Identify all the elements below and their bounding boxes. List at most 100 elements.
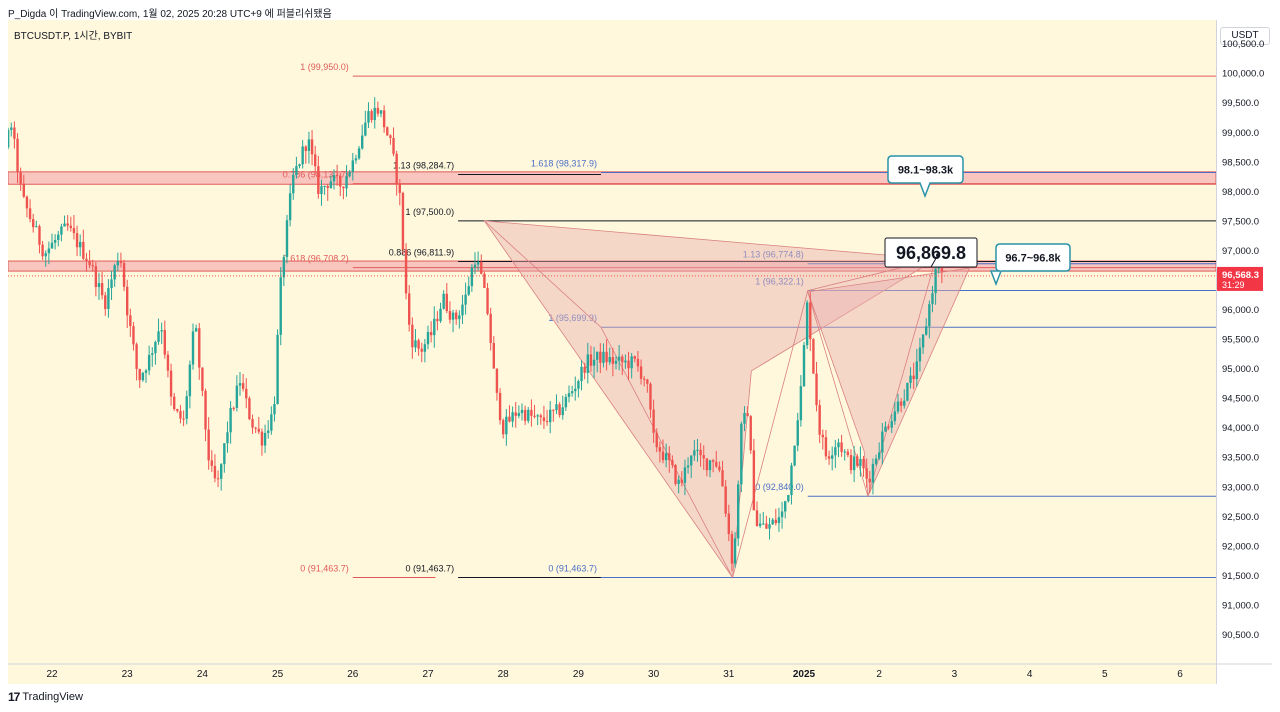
candle-body	[292, 174, 295, 194]
candle-body	[762, 523, 765, 525]
y-tick-label: 98,000.0	[1222, 187, 1259, 198]
candle-body	[295, 166, 298, 175]
candle-body	[476, 262, 480, 265]
candle-body	[25, 196, 29, 209]
y-tick-label: 96,000.0	[1222, 305, 1259, 316]
candle-body	[129, 315, 132, 327]
plot-area[interactable]	[8, 20, 1216, 684]
candle-body	[342, 186, 345, 189]
candle-body	[194, 328, 198, 332]
candle-body	[505, 416, 508, 435]
x-tick-label: 4	[1027, 669, 1033, 680]
candle-body	[690, 455, 693, 466]
candle-body	[270, 414, 273, 431]
candle-body	[577, 381, 580, 389]
y-tick-label: 99,500.0	[1222, 98, 1259, 109]
candle-body	[451, 312, 455, 320]
candle-body	[332, 174, 336, 182]
candle-body	[420, 348, 423, 352]
candle-body	[423, 344, 427, 352]
candle-body	[608, 357, 611, 363]
candle-body	[182, 418, 185, 420]
candle-body	[238, 383, 242, 386]
candle-body	[458, 315, 461, 320]
candle-body	[686, 465, 690, 468]
candle-body	[868, 478, 871, 483]
candle-body	[66, 223, 69, 226]
candle-body	[198, 328, 201, 368]
candle-body	[495, 368, 499, 393]
candle-body	[705, 458, 709, 471]
candle-body	[777, 517, 781, 524]
candle-body	[417, 340, 420, 349]
y-tick-label: 92,000.0	[1222, 541, 1259, 552]
candle-body	[345, 176, 348, 189]
symbol-info[interactable]: BTCUSDT.P, 1시간, BYBIT	[14, 31, 133, 42]
candle-body	[361, 135, 364, 149]
candle-body	[379, 110, 383, 114]
candle-body	[248, 398, 251, 420]
candle-body	[273, 404, 276, 415]
candle-body	[596, 351, 599, 360]
candle-body	[649, 383, 652, 410]
y-tick-label: 93,500.0	[1222, 453, 1259, 464]
candle-body	[75, 233, 79, 248]
candle-body	[558, 404, 561, 416]
candle-body	[288, 193, 292, 221]
candle-body	[536, 415, 539, 417]
candle-body	[859, 458, 862, 466]
candle-body	[461, 304, 464, 316]
candle-body	[370, 111, 373, 121]
candle-body	[254, 427, 257, 429]
candle-body	[216, 478, 220, 480]
candle-body	[602, 351, 605, 363]
y-tick-label: 90,500.0	[1222, 630, 1259, 641]
candle-body	[661, 451, 665, 461]
candle-body	[395, 153, 398, 184]
candle-body	[354, 158, 358, 161]
currency-label[interactable]: USDT	[1220, 27, 1270, 45]
candle-body	[35, 226, 38, 228]
fib-level-label: 1.618 (98,317.9)	[531, 159, 597, 169]
candle-body	[442, 293, 445, 309]
harmonic-pattern-legs-2	[807, 259, 936, 498]
fib-level-label: 0 (91,463.7)	[300, 564, 349, 574]
candle-body	[179, 411, 182, 419]
candle-body	[47, 248, 51, 254]
zone-callout-lower-label: 96.7~96.8k	[1005, 253, 1061, 265]
candle-body	[802, 345, 806, 387]
candle-body	[32, 219, 35, 228]
candle-body	[357, 148, 361, 159]
candle-body	[708, 460, 712, 471]
candle-body	[57, 234, 60, 240]
candle-body	[426, 331, 430, 345]
candle-body	[928, 304, 931, 327]
candle-body	[727, 513, 730, 535]
candle-body	[267, 430, 270, 433]
candle-body	[376, 107, 380, 114]
candle-body	[655, 432, 658, 448]
candle-body	[592, 359, 596, 366]
y-tick-label: 93,000.0	[1222, 482, 1259, 493]
candle-body	[91, 265, 94, 267]
candle-body	[28, 208, 32, 220]
candle-body	[881, 431, 884, 453]
candle-body	[561, 407, 564, 416]
price-axis[interactable]	[1216, 20, 1273, 684]
candle-body	[307, 139, 311, 151]
candle-body	[636, 358, 640, 367]
candle-body	[715, 461, 718, 467]
y-tick-label: 94,500.0	[1222, 394, 1259, 405]
candle-body	[702, 455, 705, 459]
candle-body	[617, 356, 621, 361]
candle-body	[630, 356, 633, 369]
candle-body	[517, 413, 521, 416]
candle-body	[304, 146, 307, 151]
candle-body	[862, 458, 865, 469]
tradingview-logo-icon: 17	[8, 690, 20, 704]
candle-body	[624, 360, 627, 363]
candle-body	[680, 479, 683, 483]
y-tick-label: 95,500.0	[1222, 335, 1259, 346]
candle-body	[398, 183, 401, 193]
